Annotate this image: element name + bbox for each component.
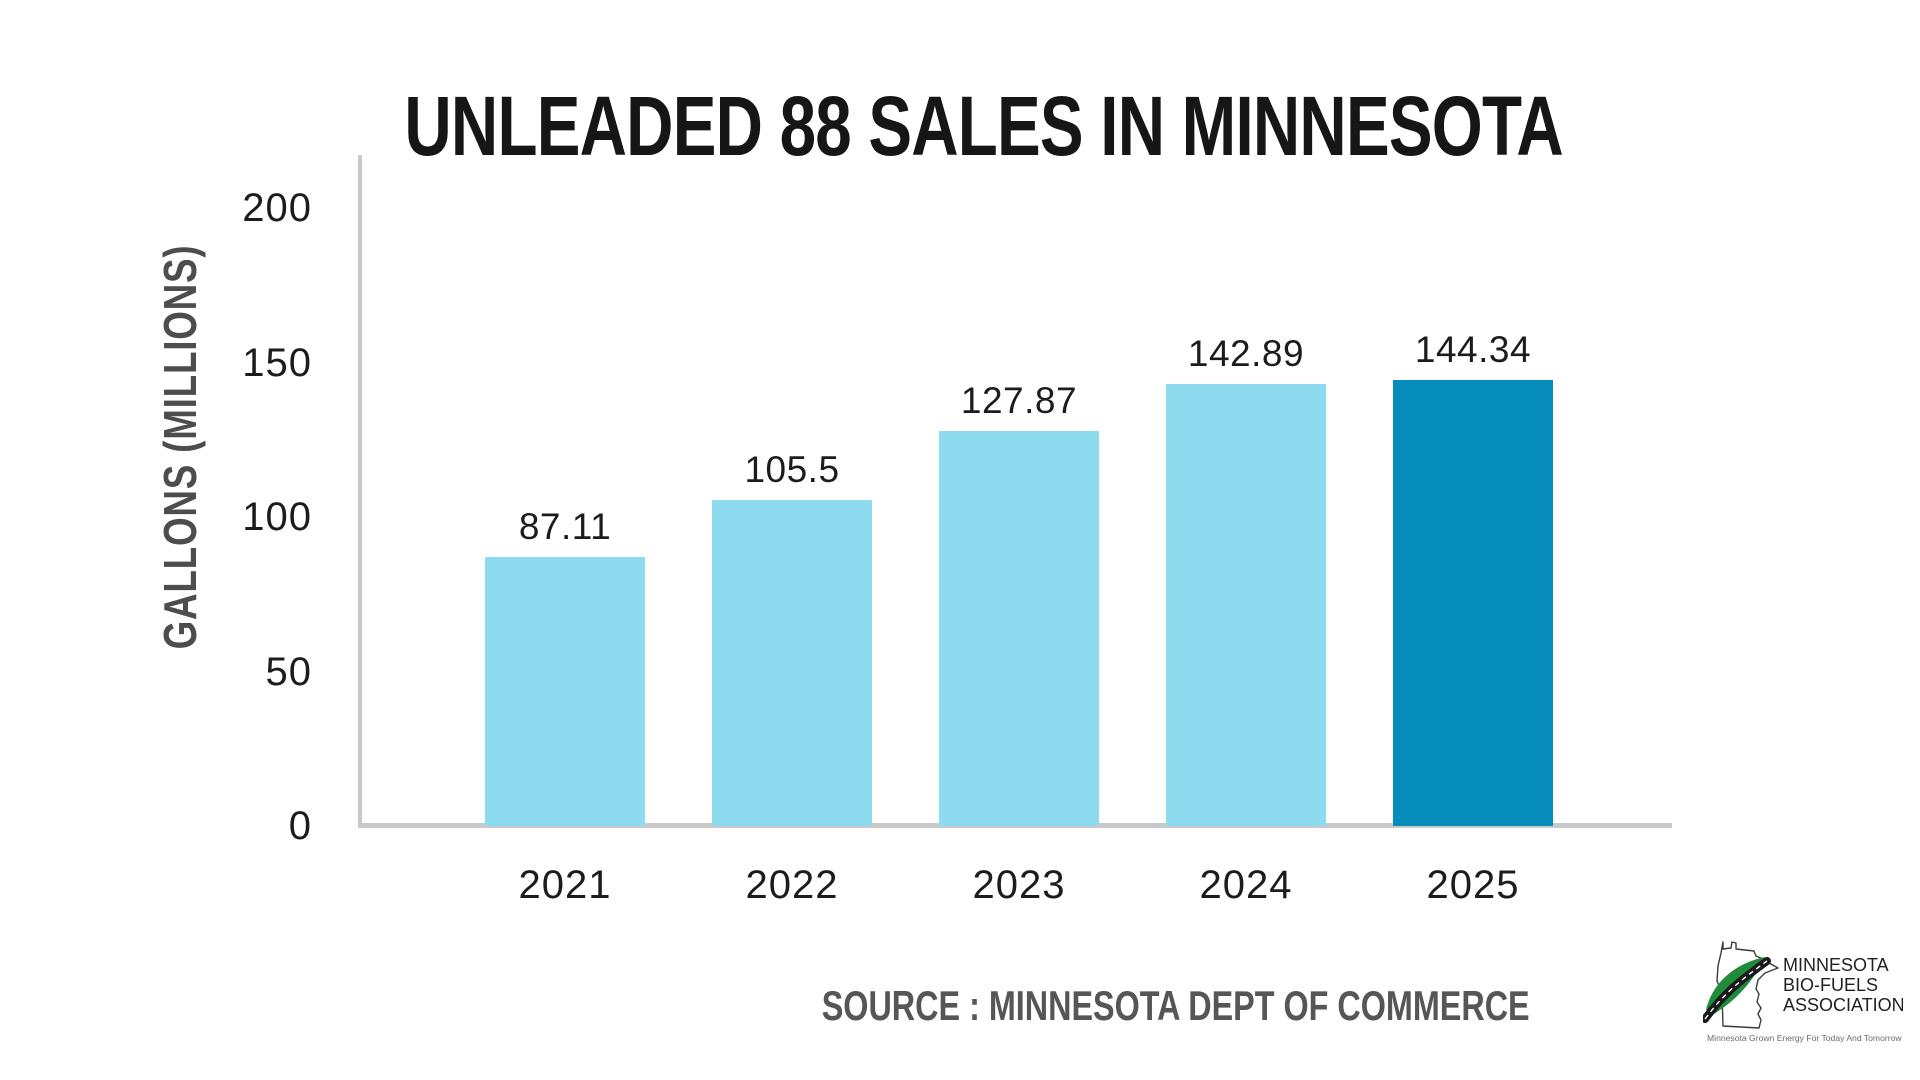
chart-title: UNLEADED 88 SALES IN MINNESOTA bbox=[24, 78, 1920, 175]
x-tick-label-2021: 2021 bbox=[518, 863, 612, 907]
x-tick-label-2022: 2022 bbox=[745, 863, 839, 907]
y-tick-label-100: 100 bbox=[242, 495, 312, 539]
chart-title-text: UNLEADED 88 SALES IN MINNESOTA bbox=[404, 79, 1564, 173]
source-caption-text: SOURCE : MINNESOTA DEPT OF COMMERCE bbox=[821, 982, 1530, 1029]
source-caption: SOURCE : MINNESOTA DEPT OF COMMERCE bbox=[716, 982, 1530, 1030]
bar-value-label-2022: 105.5 bbox=[744, 449, 840, 490]
bar-value-label-2021: 87.11 bbox=[518, 505, 612, 547]
y-tick-label-150: 150 bbox=[242, 340, 312, 385]
bar-value-label-2023: 127.87 bbox=[960, 379, 1078, 421]
logo-text-line3: ASSOCIATION bbox=[1783, 995, 1903, 1015]
bar-value-label-2025: 144.34 bbox=[1414, 328, 1532, 370]
logo-tagline: Minnesota Grown Energy For Today And Tom… bbox=[1707, 1033, 1902, 1043]
road-centerline-icon bbox=[1704, 960, 1768, 1020]
bar-2023 bbox=[939, 430, 1099, 826]
x-tick-label-2024: 2024 bbox=[1199, 863, 1293, 907]
y-axis-label-text: GALLONS (MILLIONS) bbox=[154, 244, 206, 650]
x-tick-label-2025: 2025 bbox=[1426, 863, 1520, 907]
logo-text-line1: MINNESOTA bbox=[1783, 955, 1889, 975]
bar-value-label-2024: 142.89 bbox=[1187, 333, 1305, 375]
bar-2021 bbox=[485, 556, 645, 826]
minnesota-biofuels-logo: MINNESOTA BIO-FUELS ASSOCIATION Minnesot… bbox=[1703, 941, 1903, 1043]
bar-2024 bbox=[1166, 384, 1326, 826]
bar-2022 bbox=[712, 500, 872, 826]
y-tick-label-200: 200 bbox=[242, 186, 312, 230]
bar-2025 bbox=[1393, 379, 1553, 826]
logo-text-line2: BIO-FUELS bbox=[1783, 975, 1878, 995]
y-axis-line bbox=[358, 155, 362, 827]
x-tick-label-2023: 2023 bbox=[972, 863, 1066, 907]
y-tick-label-0: 0 bbox=[288, 804, 312, 848]
y-tick-label-50: 50 bbox=[265, 649, 312, 694]
